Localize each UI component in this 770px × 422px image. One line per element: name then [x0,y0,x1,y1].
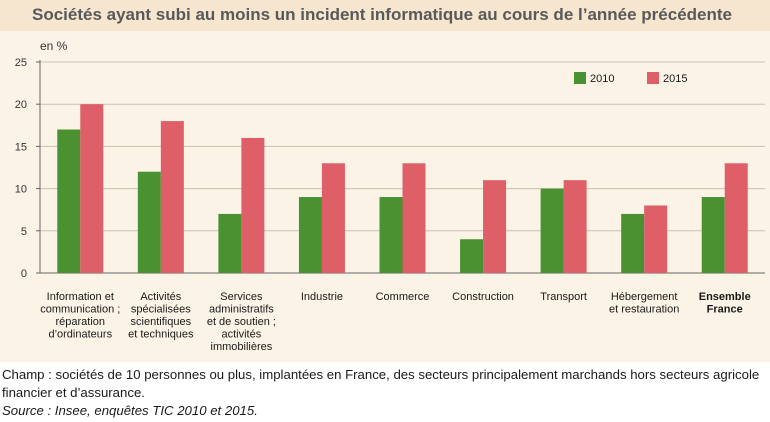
category-label: Transport [540,291,587,303]
bar-2010 [460,239,484,273]
category-label: Industrie [301,291,343,303]
bar-2015 [402,163,426,273]
champ-note: Champ : sociétés de 10 personnes ou plus… [2,367,760,400]
bar-2015 [321,163,345,273]
unit-label: en % [40,39,68,53]
plot-background [0,31,770,362]
bar-2015 [644,205,668,273]
y-tick-label: 20 [15,99,27,111]
y-tick-label: 10 [15,184,27,196]
bar-2015 [241,137,265,273]
y-tick-label: 0 [21,268,27,280]
category-label: Ensemble France [699,291,751,316]
bar-2010 [57,129,81,273]
bar-2015 [80,104,104,273]
category-label: Information et communication ; réparation d… [40,291,120,341]
y-tick-label: 5 [21,226,27,238]
y-tick-label: 25 [15,57,27,69]
bar-2010 [379,197,403,273]
chart-title: Sociétés ayant subi au moins un incident… [32,5,732,24]
bar-2010 [701,197,725,273]
bar-2010 [540,188,564,273]
y-tick-label: 15 [15,141,27,153]
bar-2010 [298,197,322,273]
bar-2015 [160,121,184,273]
source-note: Source : Insee, enquêtes TIC 2010 et 201… [2,403,258,418]
legend-label: 2010 [590,73,614,85]
legend-label: 2015 [663,73,687,85]
category-label: Activités spécialisées scientifiques et tec… [128,291,194,341]
bar-2015 [483,180,507,273]
bar-2015 [724,163,748,273]
title-bar: Sociétés ayant subi au moins un incident… [0,0,770,31]
chart-notes: Champ : sociétés de 10 personnes ou plus… [2,366,768,420]
bar-2015 [563,180,587,273]
bar-2010 [621,213,645,273]
bar-2010 [137,171,161,273]
category-label: Services administratifs et de soutien ; act… [207,291,276,353]
bar-2010 [218,213,242,273]
legend-swatch-2015 [647,72,659,84]
category-label: Commerce [376,291,430,303]
category-label: Hébergement et restauration [609,291,679,316]
legend-swatch-2010 [574,72,586,84]
category-label: Construction [452,291,514,303]
